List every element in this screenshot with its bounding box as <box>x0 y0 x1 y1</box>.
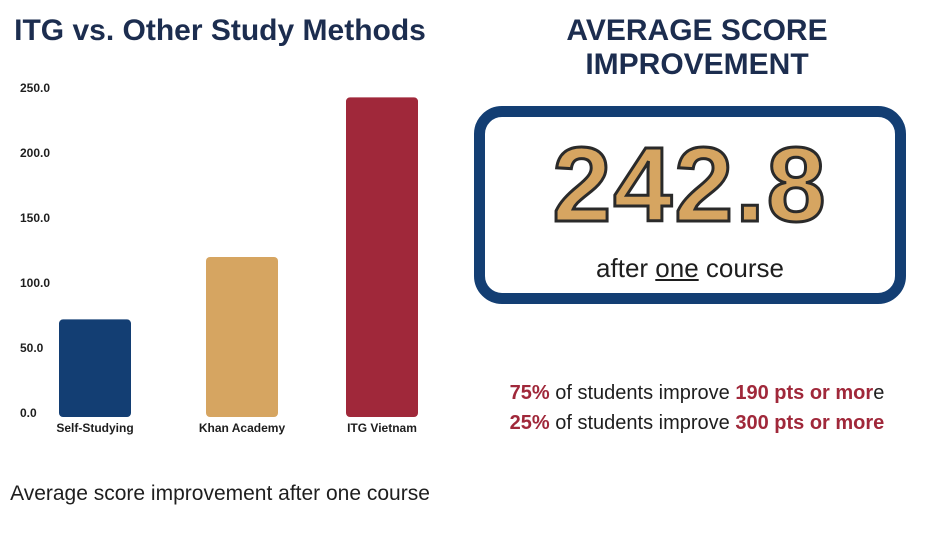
subtitle-after: course <box>698 253 784 283</box>
y-tick-label: 200.0 <box>20 146 50 160</box>
y-tick-label: 100.0 <box>20 276 50 290</box>
stat-line-2: 25% of students improve 300 pts or more <box>462 408 932 438</box>
average-score-subtitle: after one course <box>485 253 895 284</box>
stat-percent: 25% <box>509 412 550 434</box>
bar <box>206 257 278 417</box>
average-score-value: 242.8 <box>551 125 828 246</box>
average-score-box: 242.8 after one course <box>474 106 906 304</box>
x-category-label: Khan Academy <box>199 421 286 435</box>
stat-percent: 75% <box>509 382 550 404</box>
x-category-label: Self-Studying <box>56 421 133 435</box>
stat-middle: of students improve <box>549 382 736 404</box>
bar-chart: 0.0 50.0 100.0 150.0 200.0 250.0 Self-Studying… <box>20 81 418 435</box>
y-tick-label: 150.0 <box>20 211 50 225</box>
stat-highlight: 300 pts or more <box>735 412 885 434</box>
bar <box>59 319 131 417</box>
chart-title: ITG vs. Other Study Methods <box>14 14 426 47</box>
bar <box>346 97 418 418</box>
subtitle-underlined: one <box>655 253 699 283</box>
subtitle-before: after <box>596 253 656 283</box>
x-category-label: ITG Vietnam <box>347 421 417 435</box>
stat-line-1: 75% of students improve 190 pts or more <box>462 378 932 408</box>
chart-caption: Average score improvement after one cour… <box>10 482 430 505</box>
stat-highlight: 190 pts or mor <box>735 382 874 404</box>
y-tick-label: 50.0 <box>20 341 44 355</box>
improvement-stats: 75% of students improve 190 pts or more … <box>462 378 932 438</box>
stat-middle: of students improve <box>549 412 736 434</box>
stat-tail: e <box>873 382 885 404</box>
stat-title: AVERAGE SCORE IMPROVEMENT <box>566 14 828 81</box>
y-tick-label: 250.0 <box>20 81 50 95</box>
y-tick-label: 0.0 <box>20 406 37 420</box>
